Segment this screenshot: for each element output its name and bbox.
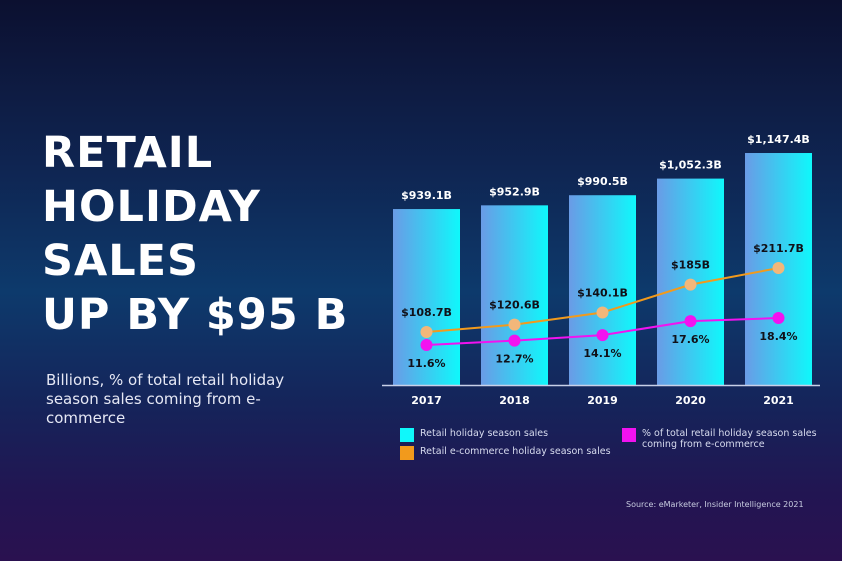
bar-value-label: $1,052.3B	[659, 159, 722, 172]
percent-value-label: 14.1%	[583, 347, 621, 360]
headline-line: SALES	[42, 236, 199, 286]
ecommerce-value-label: $120.6B	[489, 299, 540, 312]
ecommerce-value-label: $211.7B	[753, 242, 804, 255]
percent-point	[772, 312, 785, 325]
ecommerce-point	[772, 262, 785, 275]
source-note: Source: eMarketer, Insider Intelligence …	[626, 500, 804, 509]
legend-label: Retail holiday season sales	[420, 428, 549, 439]
headline-line: UP BY $95 B	[42, 290, 349, 340]
legend-item-percent: % of total retail holiday season sales co…	[622, 428, 817, 450]
headline-line: HOLIDAY	[42, 182, 261, 232]
percent-value-label: 12.7%	[495, 353, 533, 366]
percent-point	[684, 315, 697, 328]
bar-value-label: $939.1B	[401, 189, 452, 202]
bar-2017	[393, 209, 460, 385]
bar-value-label: $952.9B	[489, 185, 540, 198]
bar-value-label: $1,147.4B	[747, 133, 810, 146]
percent-point	[420, 339, 433, 351]
legend-item-ecommerce: Retail e-commerce holiday season sales	[400, 446, 611, 460]
x-tick-label: 2021	[763, 394, 794, 407]
x-tick-label: 2017	[411, 394, 442, 407]
x-tick-label: 2020	[675, 394, 706, 407]
ecommerce-value-label: $140.1B	[577, 287, 628, 300]
ecommerce-value-label: $185B	[671, 259, 710, 272]
legend-swatch-orange	[400, 446, 414, 460]
ecommerce-point	[684, 278, 697, 291]
legend-swatch-magenta	[622, 428, 636, 442]
percent-point	[508, 334, 521, 347]
percent-point	[596, 329, 609, 342]
bar-value-label: $990.5B	[577, 175, 628, 188]
legend-item-retail: Retail holiday season sales	[400, 428, 548, 442]
legend-label: coming from e-commerce	[642, 439, 765, 450]
subtitle: Billions, % of total retail holiday seas…	[46, 371, 285, 427]
percent-value-label: 17.6%	[671, 333, 709, 346]
bar-2018	[481, 205, 548, 385]
legend-label: % of total retail holiday season sales	[642, 428, 817, 439]
ecommerce-point	[420, 326, 433, 338]
ecommerce-point	[508, 318, 521, 331]
legend-label: Retail e-commerce holiday season sales	[420, 446, 611, 457]
ecommerce-value-label: $108.7B	[401, 306, 452, 319]
percent-value-label: 11.6%	[407, 357, 445, 370]
headline-line: RETAIL	[42, 128, 214, 178]
legend-swatch-cyan	[400, 428, 414, 442]
percent-value-label: 18.4%	[759, 330, 797, 343]
ecommerce-point	[596, 306, 609, 319]
headline: RETAIL HOLIDAY SALES UP BY $95 B	[42, 126, 348, 342]
bar-2019	[569, 195, 636, 385]
x-tick-label: 2019	[587, 394, 618, 407]
x-tick-label: 2018	[499, 394, 530, 407]
